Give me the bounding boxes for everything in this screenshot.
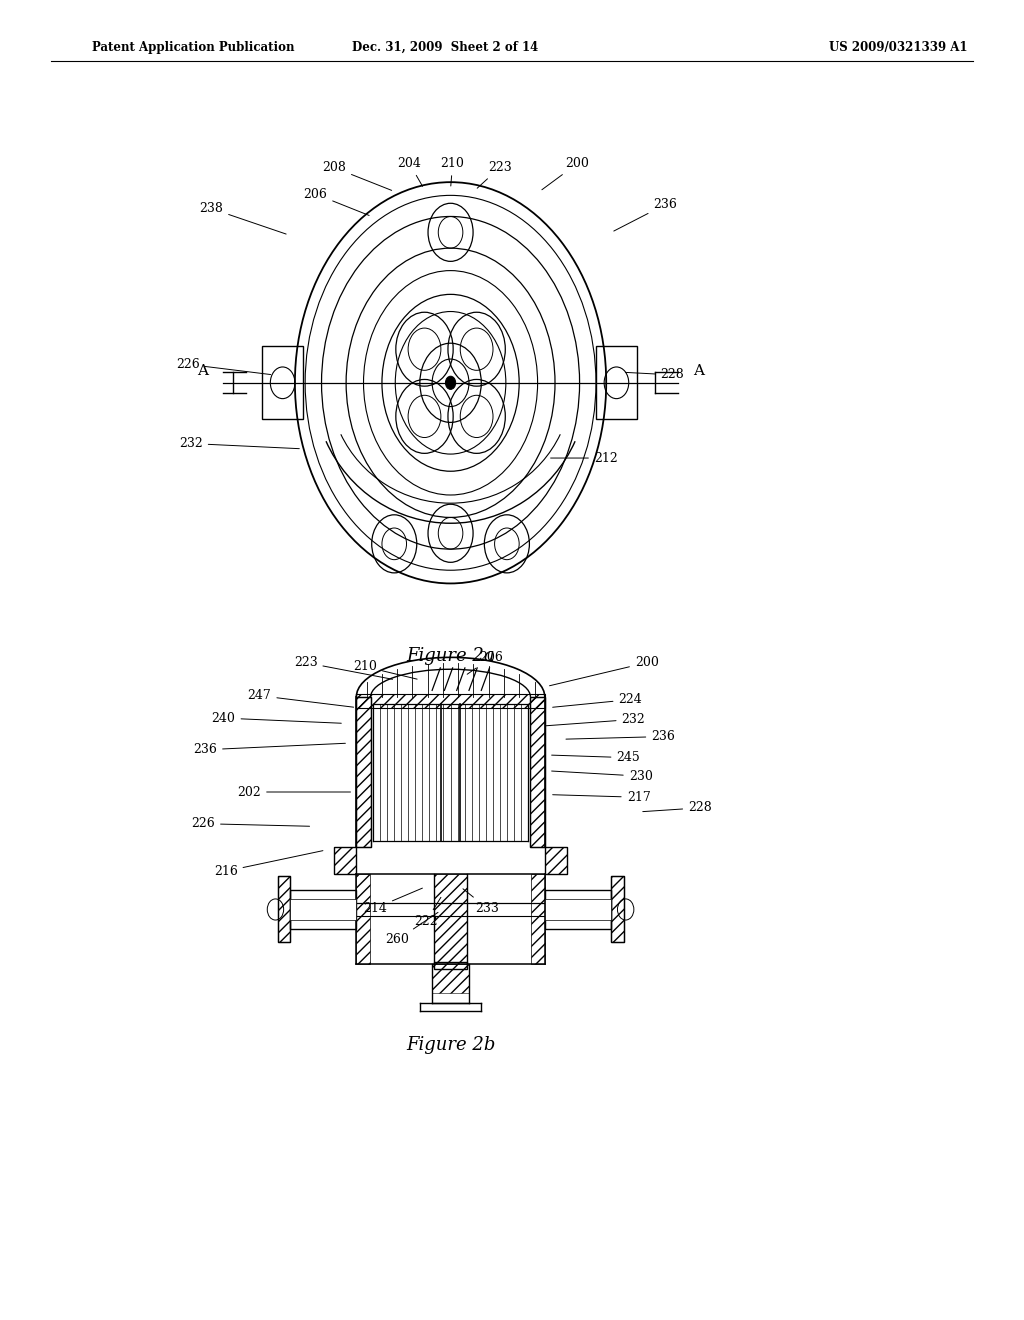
- Text: 212: 212: [551, 451, 617, 465]
- Bar: [596, 346, 637, 420]
- Text: 236: 236: [613, 198, 677, 231]
- Text: 247: 247: [248, 689, 353, 708]
- Text: 226: 226: [191, 817, 309, 830]
- Text: Figure 2a: Figure 2a: [407, 647, 495, 665]
- Text: 232: 232: [546, 713, 645, 726]
- Bar: [290, 899, 356, 920]
- Text: 210: 210: [353, 660, 417, 680]
- Text: 214: 214: [364, 888, 423, 915]
- Text: 233: 233: [463, 888, 499, 915]
- Text: 236: 236: [194, 743, 345, 756]
- Bar: [334, 847, 356, 874]
- Bar: [434, 962, 467, 969]
- Text: A: A: [693, 363, 705, 378]
- Bar: [545, 890, 611, 929]
- Text: 232: 232: [179, 437, 299, 450]
- Bar: [290, 890, 356, 929]
- Text: 260: 260: [385, 912, 438, 946]
- Text: 206: 206: [467, 651, 504, 675]
- Bar: [278, 876, 290, 942]
- Text: 217: 217: [553, 791, 650, 804]
- Bar: [531, 874, 545, 964]
- Bar: [545, 847, 567, 874]
- Text: 228: 228: [626, 368, 684, 381]
- Text: 245: 245: [552, 751, 640, 764]
- Text: 226: 226: [176, 358, 270, 375]
- Bar: [356, 874, 370, 964]
- Text: US 2009/0321339 A1: US 2009/0321339 A1: [829, 41, 968, 54]
- Bar: [545, 847, 567, 874]
- Bar: [545, 899, 611, 920]
- Bar: [262, 346, 303, 420]
- Text: 223: 223: [477, 161, 512, 189]
- Text: Dec. 31, 2009  Sheet 2 of 14: Dec. 31, 2009 Sheet 2 of 14: [352, 41, 539, 54]
- Bar: [356, 694, 545, 708]
- Text: 204: 204: [397, 157, 423, 186]
- Text: 240: 240: [212, 711, 341, 725]
- Text: 228: 228: [643, 801, 712, 814]
- Text: 200: 200: [550, 656, 658, 686]
- Bar: [334, 847, 356, 874]
- Bar: [356, 697, 371, 847]
- Text: Figure 2b: Figure 2b: [406, 1036, 496, 1055]
- Circle shape: [445, 376, 456, 389]
- Text: 223: 223: [294, 656, 392, 680]
- Text: 208: 208: [323, 161, 391, 190]
- Text: 224: 224: [553, 693, 642, 708]
- Text: 238: 238: [200, 202, 286, 234]
- Text: 236: 236: [566, 730, 675, 743]
- Bar: [611, 876, 624, 942]
- Text: 222: 222: [414, 898, 441, 928]
- Bar: [434, 874, 467, 964]
- Text: 210: 210: [440, 157, 465, 186]
- Bar: [530, 697, 545, 847]
- Text: Patent Application Publication: Patent Application Publication: [92, 41, 295, 54]
- Bar: [530, 697, 545, 847]
- Bar: [611, 876, 624, 942]
- Bar: [356, 694, 545, 708]
- Text: 230: 230: [552, 770, 652, 783]
- Text: 206: 206: [303, 187, 369, 215]
- Text: 202: 202: [238, 785, 350, 799]
- Bar: [356, 697, 371, 847]
- Text: 216: 216: [214, 850, 323, 878]
- Text: A: A: [197, 363, 208, 378]
- Text: 200: 200: [542, 157, 589, 190]
- Bar: [432, 964, 469, 993]
- Bar: [278, 876, 290, 942]
